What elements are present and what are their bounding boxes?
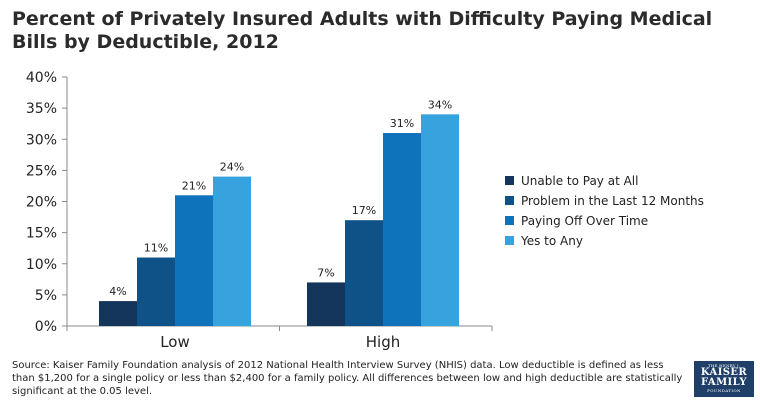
data-label: 11% bbox=[144, 242, 168, 255]
y-tick-label: 35% bbox=[26, 101, 57, 117]
kff-logo: THE HENRY J. KAISER FAMILY FOUNDATION bbox=[694, 361, 754, 397]
logo-line-2: KAISER bbox=[700, 367, 748, 378]
logo-line-3: FAMILY bbox=[701, 377, 747, 388]
y-tick-label: 40% bbox=[26, 70, 57, 86]
legend-label: Paying Off Over Time bbox=[521, 214, 648, 228]
y-tick-label: 30% bbox=[26, 132, 57, 148]
data-label: 31% bbox=[390, 117, 414, 130]
y-tick-label: 5% bbox=[35, 288, 57, 304]
data-label: 7% bbox=[317, 266, 334, 279]
bar bbox=[345, 220, 383, 326]
y-tick-label: 15% bbox=[26, 226, 57, 242]
legend-label: Unable to Pay at All bbox=[521, 174, 638, 188]
legend-swatch bbox=[505, 176, 514, 185]
y-tick-label: 0% bbox=[35, 319, 57, 335]
legend-label: Yes to Any bbox=[520, 234, 583, 248]
logo-line-4: FOUNDATION bbox=[707, 388, 741, 393]
legend-label: Problem in the Last 12 Months bbox=[521, 194, 704, 208]
bar bbox=[213, 176, 251, 326]
y-tick-label: 25% bbox=[26, 163, 57, 179]
y-tick-label: 10% bbox=[26, 257, 57, 273]
data-label: 4% bbox=[109, 285, 126, 298]
bar bbox=[175, 195, 213, 326]
chart-title: Percent of Privately Insured Adults with… bbox=[12, 8, 713, 53]
bar bbox=[137, 257, 175, 326]
bar bbox=[307, 282, 345, 326]
data-label: 17% bbox=[352, 204, 376, 217]
data-label: 21% bbox=[182, 179, 206, 192]
data-label: 24% bbox=[220, 161, 244, 174]
legend-swatch bbox=[505, 196, 514, 205]
x-category-label: High bbox=[366, 333, 400, 351]
legend-swatch bbox=[505, 236, 514, 245]
y-tick-label: 20% bbox=[26, 195, 57, 211]
source-footnote: Source: Kaiser Family Foundation analysi… bbox=[12, 360, 683, 397]
bar bbox=[99, 301, 137, 326]
logo-line-1: THE HENRY J. bbox=[707, 363, 741, 368]
bar bbox=[383, 133, 421, 326]
legend-swatch bbox=[505, 216, 514, 225]
data-label: 34% bbox=[428, 98, 452, 111]
x-category-label: Low bbox=[160, 333, 190, 351]
bar bbox=[421, 114, 459, 326]
